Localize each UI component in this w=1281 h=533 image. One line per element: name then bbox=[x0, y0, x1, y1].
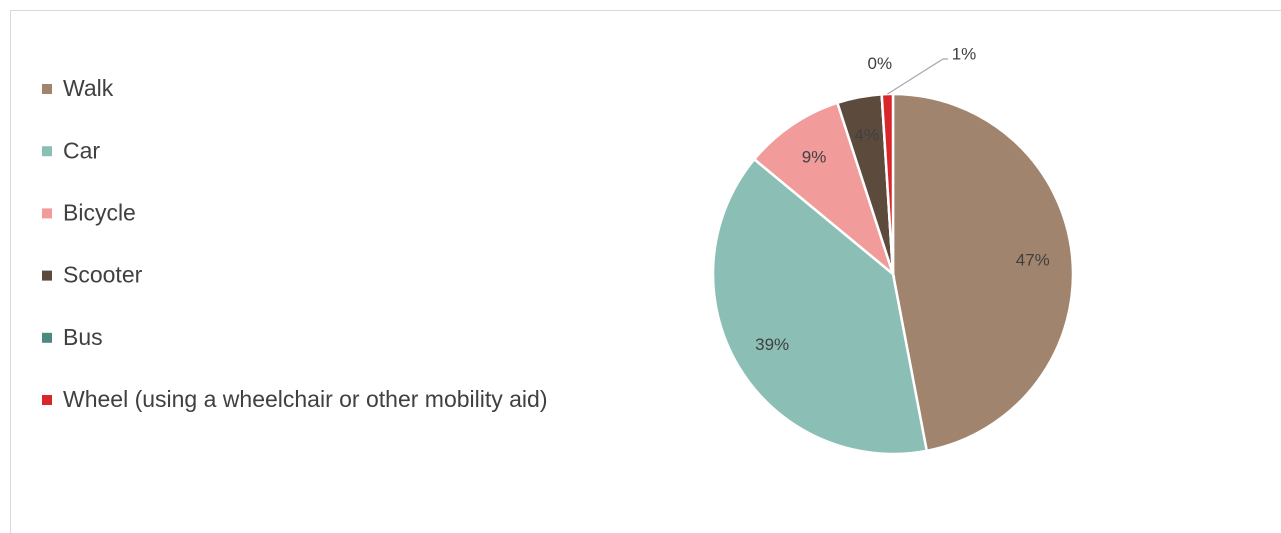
pie-slice bbox=[752, 101, 896, 278]
pie-slice bbox=[891, 92, 1075, 453]
legend-label: Walk bbox=[63, 75, 114, 101]
data-label: 1% bbox=[952, 44, 977, 63]
data-label: 47% bbox=[1016, 250, 1050, 269]
legend-label: Bus bbox=[63, 324, 103, 350]
data-label: 4% bbox=[854, 126, 879, 145]
legend-swatch bbox=[42, 395, 52, 405]
legend-label: Car bbox=[63, 137, 100, 163]
legend-swatch bbox=[42, 332, 52, 343]
data-label: 39% bbox=[755, 335, 789, 354]
data-label: 0% bbox=[868, 54, 893, 73]
chart-border bbox=[10, 10, 1281, 533]
legend-label: Wheel (using a wheelchair or other mobil… bbox=[63, 386, 548, 412]
leader-line bbox=[887, 58, 948, 95]
data-label: 9% bbox=[802, 147, 827, 166]
legend-swatch bbox=[42, 208, 52, 219]
pie-slice bbox=[711, 157, 929, 456]
legend-swatch bbox=[42, 84, 52, 94]
legend-label: Scooter bbox=[63, 262, 143, 288]
legend-label: Bicycle bbox=[63, 199, 136, 225]
legend-swatch bbox=[42, 270, 52, 281]
legend-swatch bbox=[42, 146, 52, 157]
